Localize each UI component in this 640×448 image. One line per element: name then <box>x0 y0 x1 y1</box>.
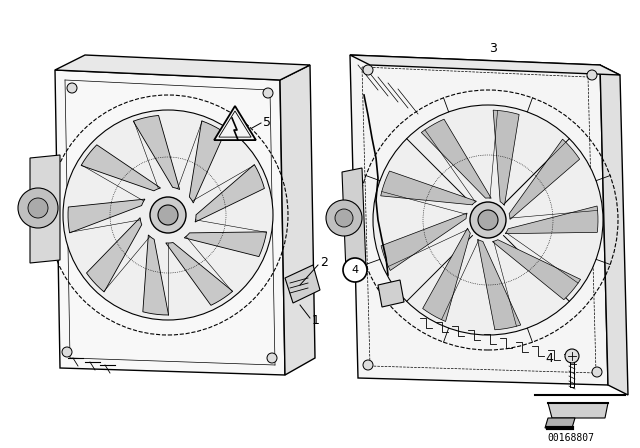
Circle shape <box>150 197 186 233</box>
Polygon shape <box>378 280 404 307</box>
Circle shape <box>565 349 579 363</box>
Text: 4: 4 <box>351 265 358 275</box>
Circle shape <box>67 83 77 93</box>
Polygon shape <box>505 206 598 234</box>
Polygon shape <box>285 265 320 303</box>
Circle shape <box>18 188 58 228</box>
Polygon shape <box>545 418 575 428</box>
Polygon shape <box>55 55 310 80</box>
Text: 5: 5 <box>263 116 271 129</box>
Text: 4: 4 <box>545 352 553 365</box>
Polygon shape <box>548 403 608 418</box>
Polygon shape <box>509 139 580 220</box>
Circle shape <box>363 65 373 75</box>
Circle shape <box>373 105 603 335</box>
Circle shape <box>470 202 506 238</box>
Circle shape <box>363 360 373 370</box>
Circle shape <box>263 88 273 98</box>
Polygon shape <box>214 106 256 140</box>
Circle shape <box>28 198 48 218</box>
Circle shape <box>63 110 273 320</box>
Polygon shape <box>493 110 519 205</box>
Circle shape <box>267 353 277 363</box>
Polygon shape <box>477 239 521 330</box>
Text: 3: 3 <box>489 42 497 55</box>
Polygon shape <box>350 55 620 75</box>
Polygon shape <box>381 171 477 205</box>
Polygon shape <box>166 242 233 306</box>
Circle shape <box>343 258 367 282</box>
Polygon shape <box>381 213 467 271</box>
Polygon shape <box>143 235 168 315</box>
Circle shape <box>478 210 498 230</box>
Polygon shape <box>81 145 161 191</box>
Polygon shape <box>422 228 470 322</box>
Text: 1: 1 <box>312 314 320 327</box>
Circle shape <box>326 200 362 236</box>
Polygon shape <box>30 155 60 263</box>
Circle shape <box>587 70 597 80</box>
Polygon shape <box>133 116 180 190</box>
Polygon shape <box>68 199 145 233</box>
Polygon shape <box>342 168 366 272</box>
Polygon shape <box>189 121 225 203</box>
Text: 2: 2 <box>320 255 328 268</box>
Circle shape <box>592 367 602 377</box>
Polygon shape <box>421 119 492 198</box>
Polygon shape <box>86 218 141 292</box>
Polygon shape <box>55 70 285 375</box>
Polygon shape <box>350 55 608 385</box>
Polygon shape <box>600 65 628 395</box>
Circle shape <box>158 205 178 225</box>
Polygon shape <box>492 240 580 300</box>
Circle shape <box>335 209 353 227</box>
Polygon shape <box>280 65 315 375</box>
Text: 00168807: 00168807 <box>547 433 595 443</box>
Circle shape <box>62 347 72 357</box>
Polygon shape <box>184 232 267 257</box>
Polygon shape <box>195 164 264 222</box>
